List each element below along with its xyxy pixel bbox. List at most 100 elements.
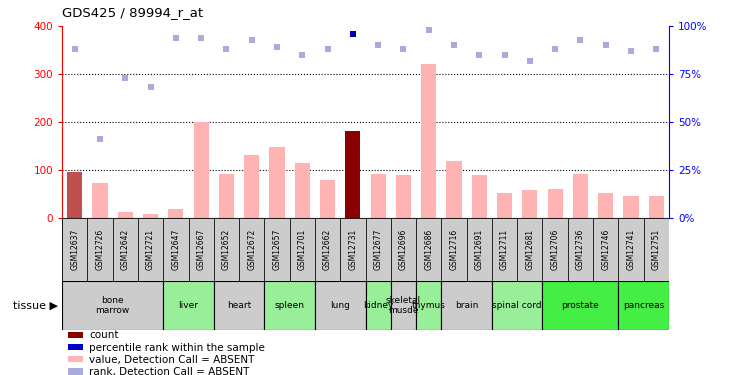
Bar (391, 217, 416, 281)
Text: spleen: spleen (275, 301, 305, 310)
Text: value, Detection Call = ABSENT: value, Detection Call = ABSENT (89, 355, 255, 365)
Bar (244, 155, 260, 218)
Bar (573, 174, 588, 217)
Bar (88, 217, 113, 281)
Text: GSM12662: GSM12662 (323, 229, 332, 270)
Bar (213, 281, 265, 330)
Bar (447, 161, 461, 218)
Bar (189, 217, 213, 281)
Text: GSM12672: GSM12672 (247, 229, 257, 270)
Text: GDS425 / 89994_r_at: GDS425 / 89994_r_at (62, 6, 203, 19)
Bar (643, 217, 669, 281)
Bar (618, 217, 643, 281)
Bar (442, 281, 492, 330)
Bar (194, 122, 209, 218)
Text: GSM12736: GSM12736 (576, 229, 585, 270)
Text: GSM12652: GSM12652 (222, 229, 231, 270)
Bar (320, 180, 335, 218)
Text: rank, Detection Call = ABSENT: rank, Detection Call = ABSENT (89, 367, 250, 375)
Text: GSM12741: GSM12741 (626, 229, 635, 270)
Text: thymus: thymus (412, 301, 446, 310)
Text: GSM12696: GSM12696 (399, 229, 408, 270)
Bar (265, 281, 315, 330)
Text: spinal cord: spinal cord (493, 301, 542, 310)
Bar (416, 281, 442, 330)
Bar (239, 217, 265, 281)
Bar (62, 217, 88, 281)
Bar (68, 344, 83, 350)
Bar (92, 183, 107, 218)
Text: count: count (89, 330, 119, 340)
Text: brain: brain (455, 301, 478, 310)
Text: GSM12677: GSM12677 (374, 229, 382, 270)
Text: percentile rank within the sample: percentile rank within the sample (89, 342, 265, 352)
Bar (366, 281, 391, 330)
Text: GSM12711: GSM12711 (500, 229, 509, 270)
Bar (143, 214, 158, 217)
Bar (315, 217, 340, 281)
Bar (68, 368, 83, 375)
Text: GSM12746: GSM12746 (601, 229, 610, 270)
Bar (270, 147, 284, 218)
Bar (466, 217, 492, 281)
Bar (315, 281, 366, 330)
Text: GSM12686: GSM12686 (424, 229, 433, 270)
Text: GSM12721: GSM12721 (146, 229, 155, 270)
Bar (366, 217, 391, 281)
Bar (618, 281, 669, 330)
Text: GSM12751: GSM12751 (652, 229, 661, 270)
Bar (471, 176, 487, 217)
Text: GSM12701: GSM12701 (298, 229, 307, 270)
Bar (568, 217, 593, 281)
Bar (492, 281, 542, 330)
Bar (62, 281, 163, 330)
Text: tissue ▶: tissue ▶ (13, 301, 58, 310)
Bar (371, 174, 386, 217)
Bar (295, 164, 310, 218)
Bar (598, 193, 613, 217)
Text: GSM12657: GSM12657 (273, 229, 281, 270)
Bar (497, 193, 512, 217)
Bar (548, 189, 563, 217)
Bar (213, 217, 239, 281)
Bar (68, 332, 83, 338)
Bar (416, 217, 442, 281)
Bar (265, 217, 289, 281)
Bar (289, 217, 315, 281)
Bar (168, 209, 183, 218)
Bar (395, 176, 411, 217)
Text: GSM12716: GSM12716 (450, 229, 458, 270)
Bar (442, 217, 466, 281)
Bar (542, 217, 568, 281)
Bar (138, 217, 163, 281)
Bar (593, 217, 618, 281)
Text: lung: lung (330, 301, 350, 310)
Bar (340, 217, 366, 281)
Bar (542, 281, 618, 330)
Bar (421, 63, 436, 217)
Bar (113, 217, 138, 281)
Bar (163, 217, 189, 281)
Bar (522, 190, 537, 217)
Text: GSM12731: GSM12731 (349, 229, 357, 270)
Text: GSM12691: GSM12691 (474, 229, 484, 270)
Bar (67, 172, 83, 217)
Bar (391, 281, 416, 330)
Text: GSM12726: GSM12726 (96, 229, 105, 270)
Text: GSM12637: GSM12637 (70, 229, 79, 270)
Bar (624, 196, 638, 217)
Text: pancreas: pancreas (623, 301, 664, 310)
Text: GSM12681: GSM12681 (526, 229, 534, 270)
Text: prostate: prostate (561, 301, 599, 310)
Text: bone
marrow: bone marrow (96, 296, 130, 315)
Bar (163, 281, 213, 330)
Bar (518, 217, 542, 281)
Text: GSM12647: GSM12647 (171, 229, 181, 270)
Bar (648, 196, 664, 217)
Bar (345, 132, 360, 218)
Text: GSM12667: GSM12667 (197, 229, 205, 270)
Text: kidney: kidney (363, 301, 393, 310)
Bar (68, 356, 83, 362)
Text: GSM12706: GSM12706 (550, 229, 560, 270)
Bar (118, 212, 133, 217)
